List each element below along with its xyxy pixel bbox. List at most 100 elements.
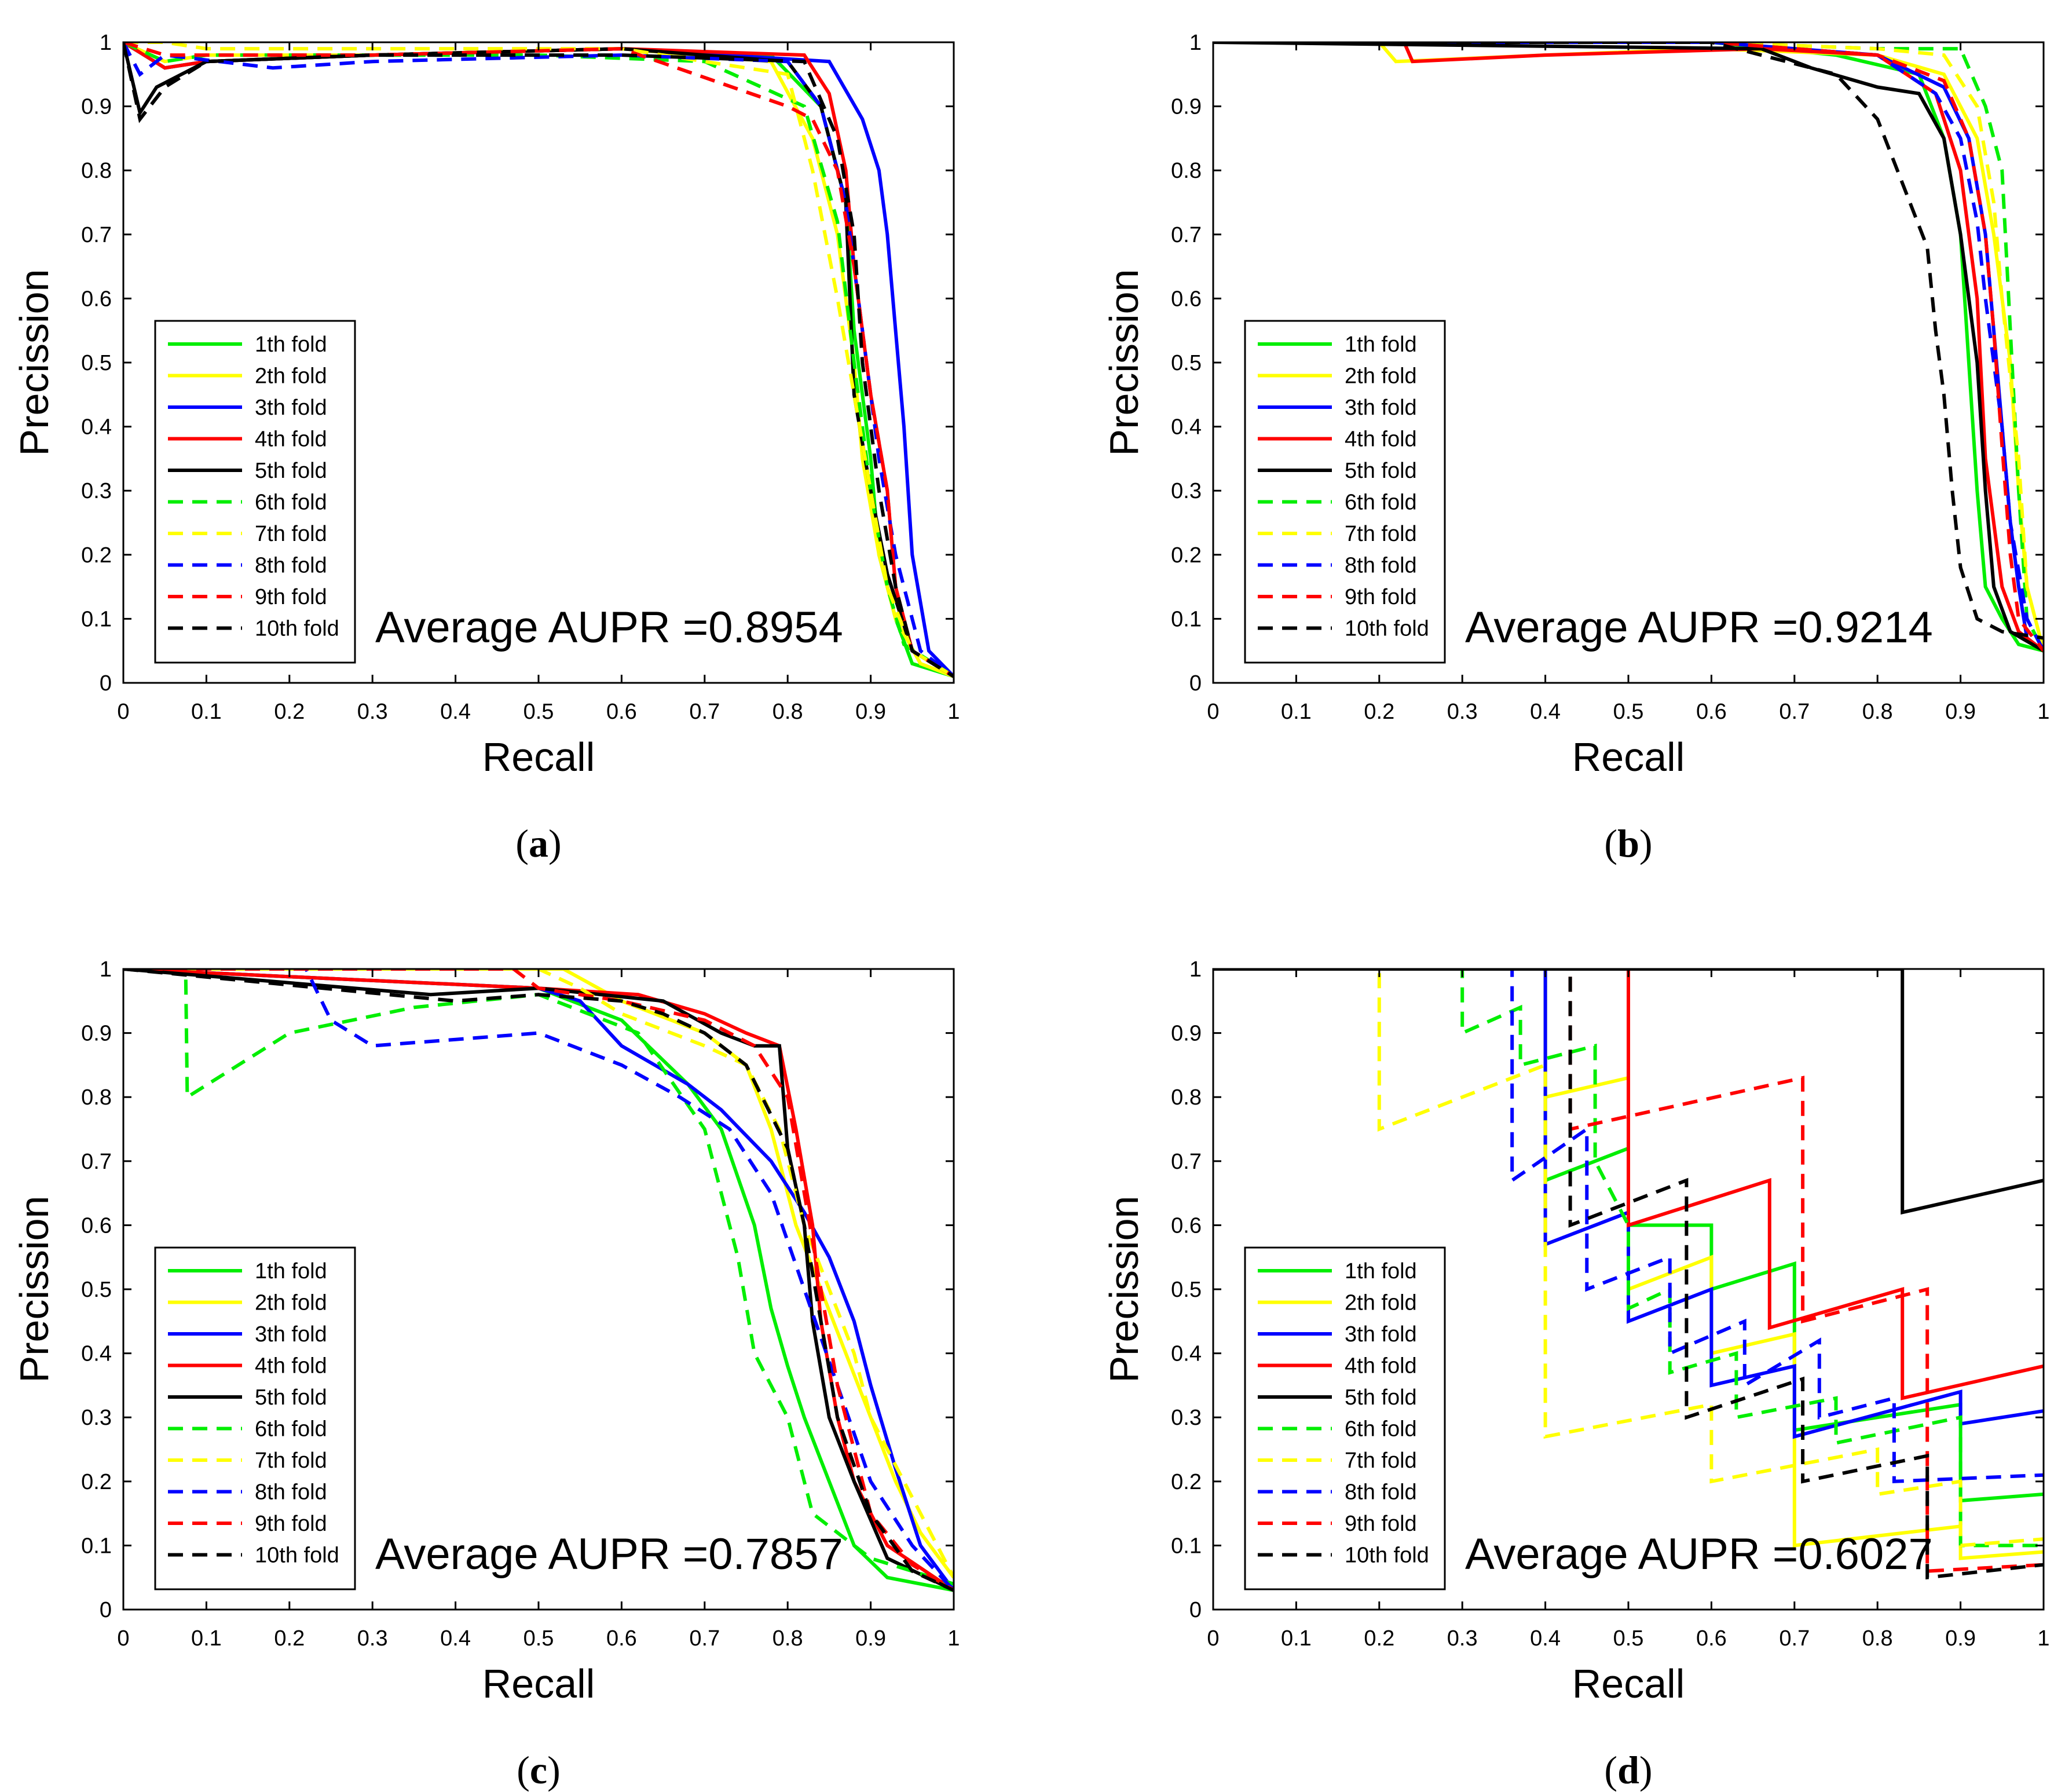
legend-label: 2th fold — [255, 1291, 327, 1315]
x-tick-label: 1 — [2037, 700, 2049, 724]
y-axis-label: Precission — [12, 1196, 57, 1383]
series-group — [123, 969, 954, 1592]
legend-box — [1244, 1246, 1446, 1590]
x-tick-label: 0.8 — [1862, 700, 1893, 724]
y-tick-label: 0.2 — [81, 1470, 112, 1494]
y-tick-label: 0.8 — [81, 159, 112, 183]
series-line-fold-3 — [123, 969, 954, 1592]
series-group — [1213, 969, 2044, 1580]
y-tick-label: 0.5 — [81, 351, 112, 375]
legend-label: 7th fold — [1345, 522, 1417, 546]
caption-letter: a — [529, 821, 548, 865]
y-tick-label: 0.6 — [81, 287, 112, 311]
y-tick-label: 0.3 — [1171, 1406, 1202, 1430]
x-tick-label: 0.2 — [1364, 1626, 1394, 1651]
y-tick-label: 0.1 — [1171, 607, 1202, 631]
legend-label: 3th fold — [255, 396, 327, 420]
x-tick-label: 0.7 — [1779, 700, 1810, 724]
y-tick-label: 0.2 — [1171, 543, 1202, 568]
series-line-fold-7 — [1213, 969, 2044, 1548]
legend-label: 1th fold — [255, 332, 327, 357]
x-tick-label: 0.3 — [357, 1626, 388, 1651]
legend-label: 5th fold — [1345, 459, 1417, 483]
legend-label: 3th fold — [255, 1322, 327, 1347]
y-tick-label: 0.1 — [81, 607, 112, 631]
y-tick-label: 0.8 — [1171, 159, 1202, 183]
series-line-fold-10 — [1213, 969, 2044, 1580]
series-line-fold-9 — [123, 42, 954, 678]
caption-paren-open: ( — [1604, 1748, 1617, 1792]
series-line-fold-8 — [123, 969, 954, 1592]
x-tick-label: 0.5 — [523, 1626, 554, 1651]
legend-label: 7th fold — [255, 522, 327, 546]
legend-label: 5th fold — [255, 1385, 327, 1410]
x-tick-label: 0.2 — [274, 700, 305, 724]
y-tick-label: 0.7 — [81, 1150, 112, 1174]
x-tick-label: 1 — [947, 1626, 960, 1651]
series-line-fold-10 — [123, 969, 954, 1592]
y-axis-label: Precission — [1101, 269, 1147, 456]
legend-label: 9th fold — [1345, 585, 1417, 609]
legend-label: 1th fold — [1345, 1259, 1417, 1283]
chart-panel-1: 0 0.1 0.2 0.3 0.4 0.5 0.6 0.7 0.8 0.9 1 0 0.1 0.2 0.3 0… — [12, 31, 960, 865]
y-tick-label: 0.5 — [1171, 351, 1202, 375]
series-group — [123, 42, 954, 678]
x-tick-label: 0.3 — [357, 700, 388, 724]
legend-label: 7th fold — [1345, 1449, 1417, 1473]
x-tick-label: 1 — [947, 700, 960, 724]
legend-box — [154, 320, 356, 664]
legend-label: 2th fold — [255, 364, 327, 389]
chart-panel-3: 0 0.1 0.2 0.3 0.4 0.5 0.6 0.7 0.8 0.9 1 0 0.1 0.2 0.3 0… — [12, 957, 960, 1792]
x-tick-label: 0.1 — [1281, 1626, 1312, 1651]
y-tick-label: 0 — [1189, 671, 1202, 696]
x-tick-label: 0.7 — [689, 1626, 720, 1651]
series-line-fold-8 — [1213, 969, 2044, 1483]
x-tick-label: 0.9 — [855, 1626, 886, 1651]
y-tick-label: 0.6 — [1171, 287, 1202, 311]
legend-label: 2th fold — [1345, 364, 1417, 389]
caption-letter: b — [1617, 821, 1639, 865]
x-axis-label: Recall — [1572, 734, 1685, 780]
legend-box — [154, 1246, 356, 1590]
series-group — [1213, 42, 2044, 653]
y-tick-label: 0 — [100, 1598, 112, 1622]
x-tick-label: 0.6 — [606, 1626, 637, 1651]
legend-label: 7th fold — [255, 1449, 327, 1473]
y-tick-label: 0.5 — [1171, 1278, 1202, 1302]
aupr-annotation: Average AUPR =0.9214 — [1465, 603, 1933, 652]
legend-label: 4th fold — [1345, 427, 1417, 452]
y-tick-label: 1 — [100, 31, 112, 55]
y-axis-label: Precission — [12, 269, 57, 456]
caption-paren-close: ) — [548, 821, 562, 865]
y-tick-label: 0 — [1189, 1598, 1202, 1622]
x-tick-label: 0.3 — [1447, 1626, 1478, 1651]
y-tick-label: 0.3 — [81, 1406, 112, 1430]
y-tick-label: 0 — [100, 671, 112, 696]
y-tick-label: 0.8 — [1171, 1085, 1202, 1110]
legend-label: 10th fold — [1345, 617, 1429, 641]
x-tick-label: 0.4 — [1530, 1626, 1561, 1651]
y-tick-label: 0.1 — [1171, 1534, 1202, 1558]
x-tick-label: 0.5 — [523, 700, 554, 724]
legend-label: 8th fold — [1345, 1480, 1417, 1505]
x-tick-label: 0.4 — [440, 1626, 471, 1651]
x-tick-label: 0.9 — [1945, 1626, 1976, 1651]
chart-panel-4: 0 0.1 0.2 0.3 0.4 0.5 0.6 0.7 0.8 0.9 1 0 0.1 0.2 0.3 0… — [1101, 957, 2050, 1792]
legend-label: 6th fold — [255, 1417, 327, 1442]
x-tick-label: 0.3 — [1447, 700, 1478, 724]
legend: 1th fold 2th fold 3th fold 4th fold 5th fold… — [154, 320, 356, 664]
y-tick-label: 0.3 — [81, 479, 112, 503]
y-tick-label: 1 — [1189, 957, 1202, 982]
legend-label: 4th fold — [1345, 1354, 1417, 1378]
x-tick-label: 0.8 — [1862, 1626, 1893, 1651]
caption-paren-open: ( — [1604, 821, 1617, 865]
legend-label: 8th fold — [255, 554, 327, 578]
x-tick-label: 0.6 — [1696, 1626, 1727, 1651]
y-tick-label: 0.1 — [81, 1534, 112, 1558]
x-tick-label: 0.8 — [772, 700, 803, 724]
legend-label: 2th fold — [1345, 1291, 1417, 1315]
x-tick-label: 0.2 — [1364, 700, 1394, 724]
legend-label: 4th fold — [255, 1354, 327, 1378]
x-tick-label: 0.9 — [855, 700, 886, 724]
caption-paren-open: ( — [515, 821, 529, 865]
